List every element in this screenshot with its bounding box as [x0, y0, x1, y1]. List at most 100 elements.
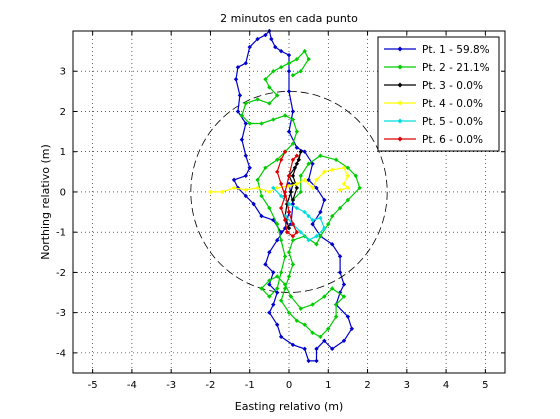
- series-2-point: [278, 238, 284, 243]
- series-1-point: [278, 48, 284, 54]
- series-1-point: [237, 93, 243, 98]
- series-4-point: [294, 181, 300, 187]
- series-4-point: [310, 185, 315, 191]
- y-tick-label: -4: [56, 348, 66, 359]
- series-4-point: [330, 167, 335, 173]
- series-2-point: [275, 274, 280, 279]
- series-4: [208, 165, 351, 195]
- series-1-point: [247, 165, 252, 170]
- series-2-point: [259, 121, 264, 126]
- series-6-point: [294, 229, 300, 235]
- series-2-point: [275, 286, 280, 291]
- series-4-point: [275, 185, 280, 191]
- series-2-point: [255, 177, 260, 183]
- series-2-point: [306, 56, 311, 62]
- series-2-point: [271, 117, 276, 122]
- series-1-point: [235, 109, 241, 114]
- series-1-point: [269, 36, 274, 42]
- series-1-point: [278, 334, 284, 339]
- series-1-point: [337, 254, 343, 259]
- series-1-point: [310, 221, 315, 227]
- series-1-point: [306, 177, 311, 183]
- series-2-point: [337, 205, 343, 211]
- series-1-point: [275, 290, 280, 295]
- series-4-point: [337, 187, 343, 193]
- series-1-point: [247, 44, 252, 50]
- series-5-point: [294, 205, 300, 211]
- series-1-point: [233, 77, 239, 82]
- series-2-point: [294, 56, 300, 62]
- series-1-point: [306, 358, 311, 364]
- series-2-point: [294, 129, 300, 134]
- series-2-point: [314, 242, 319, 247]
- series-2-point: [275, 221, 280, 227]
- y-tick-label: -1: [56, 228, 66, 239]
- series-2-point: [357, 185, 362, 191]
- series-2-point: [278, 270, 284, 275]
- series-6-line: [276, 151, 298, 237]
- series-6-point: [282, 193, 288, 199]
- series-1-point: [286, 52, 292, 58]
- series-2-point: [322, 294, 327, 299]
- series-1-point: [314, 185, 319, 191]
- series-2-point: [282, 282, 288, 287]
- series-4-point: [255, 185, 260, 191]
- series-2-point: [267, 85, 272, 90]
- series-3-point: [290, 173, 296, 179]
- axis-ticks: -5 -4 -3 -2 -1 0 1 2 3 4 5 -4 -3 -2 -1 0 1 2 3: [56, 31, 505, 391]
- series-2-point: [290, 262, 296, 267]
- series-2-point: [310, 330, 315, 335]
- series-4-point: [322, 169, 327, 175]
- series-2-point: [247, 121, 252, 126]
- series-1-point: [294, 145, 300, 150]
- series-4-point: [302, 177, 307, 183]
- series-1-point: [267, 250, 272, 255]
- series-1-point: [286, 69, 292, 74]
- series-3-point: [288, 189, 294, 195]
- series-2-point: [294, 318, 300, 323]
- series-1-point: [314, 358, 319, 364]
- series-2-point: [282, 254, 288, 259]
- series-1-point: [235, 65, 241, 70]
- series-1-point: [302, 149, 307, 154]
- x-tick-label: 5: [482, 380, 488, 391]
- series-2-point: [255, 97, 260, 102]
- series-1-point: [322, 338, 327, 344]
- legend: Pt. 1 - 59.8% Pt. 2 - 21.1% Pt. 3 - 0.0% Pt…: [377, 36, 500, 152]
- x-tick-label: -4: [127, 380, 137, 391]
- series-3-point: [294, 185, 300, 191]
- series-1-point: [267, 310, 272, 315]
- series-1-point: [278, 229, 284, 235]
- series-6: [275, 149, 300, 239]
- series-2-point: [286, 310, 292, 315]
- series-2-point: [333, 314, 339, 319]
- series-2-point: [271, 69, 276, 74]
- series-2-point: [318, 334, 323, 339]
- series-2-point: [298, 69, 303, 74]
- series-3-point: [292, 165, 298, 170]
- series-2-point: [267, 294, 272, 299]
- legend-marker: [397, 136, 403, 142]
- legend-box: [377, 36, 500, 152]
- series-6-point: [282, 217, 288, 223]
- x-tick-label: -2: [205, 380, 215, 391]
- series-layer: [208, 28, 362, 364]
- series-5-point: [298, 229, 303, 235]
- series-5-point: [306, 238, 311, 243]
- series-1-point: [290, 109, 296, 114]
- series-5-point: [318, 215, 323, 221]
- series-1-point: [275, 322, 280, 327]
- series-2-point: [330, 286, 335, 291]
- series-3-point: [286, 225, 292, 231]
- series-4-point: [286, 183, 292, 189]
- x-tick-label: -3: [166, 380, 176, 391]
- series-2: [239, 48, 362, 339]
- x-tick-label: -1: [245, 380, 255, 391]
- series-1-point: [263, 32, 268, 38]
- series-1-point: [310, 161, 315, 166]
- series-1-point: [273, 44, 278, 50]
- series-4-point: [341, 165, 347, 170]
- legend-marker: [397, 100, 403, 106]
- y-tick-label: 1: [60, 147, 66, 158]
- y-tick-label: 0: [60, 187, 66, 198]
